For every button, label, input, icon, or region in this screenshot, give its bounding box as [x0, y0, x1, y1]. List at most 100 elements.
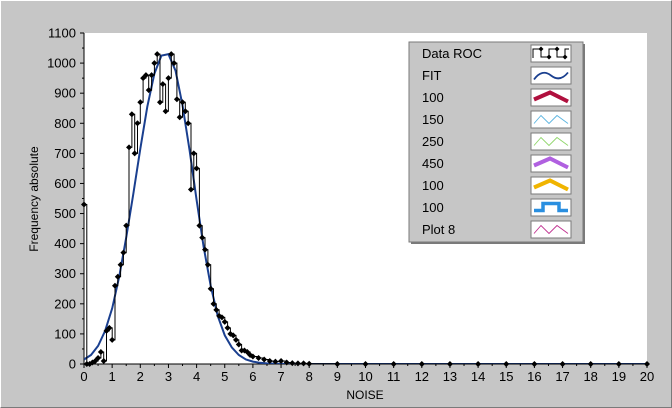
y-tick-label: 700: [54, 146, 76, 161]
data-roc-point: [173, 96, 180, 103]
data-roc-point: [278, 357, 285, 364]
data-roc-point: [266, 357, 273, 364]
y-tick-label: 900: [54, 86, 76, 101]
data-roc-point: [168, 51, 175, 58]
data-roc-point: [210, 300, 217, 307]
data-roc-point: [128, 111, 135, 118]
data-roc-point: [204, 261, 211, 268]
legend-line: [533, 178, 569, 192]
x-tick-label: 15: [499, 369, 513, 384]
legend-label: Plot 8: [422, 222, 455, 237]
x-tick-label: 13: [443, 369, 457, 384]
legend-line: [533, 90, 569, 104]
x-tick-label: 1: [109, 369, 116, 384]
data-roc-point: [109, 336, 116, 343]
legend-label: 450: [422, 156, 444, 171]
legend-item[interactable]: FIT: [422, 66, 572, 85]
data-roc-point: [145, 87, 152, 94]
data-roc-point: [157, 99, 164, 106]
data-roc-point: [142, 72, 149, 79]
data-roc-point: [249, 353, 256, 360]
data-roc-point: [120, 249, 127, 256]
x-tick-label: 5: [221, 369, 228, 384]
legend-label: 100: [422, 200, 444, 215]
data-roc-point: [111, 282, 118, 289]
data-roc-point: [81, 201, 87, 208]
data-roc-point: [531, 361, 538, 367]
legend-line: [533, 224, 569, 235]
legend-line: [534, 201, 568, 213]
legend-label: FIT: [422, 68, 442, 83]
data-roc-point: [334, 361, 341, 367]
x-tick-label: 17: [555, 369, 569, 384]
y-tick-label: 1000: [47, 56, 76, 71]
legend-label: 250: [422, 134, 444, 149]
legend-label: Data ROC: [422, 46, 482, 61]
data-roc-point: [154, 51, 161, 58]
x-tick-label: 4: [193, 369, 200, 384]
x-tick-label: 16: [527, 369, 541, 384]
legend-item[interactable]: 150: [422, 110, 572, 129]
data-roc-point: [117, 261, 124, 268]
data-roc-point: [131, 150, 138, 157]
legend-line: [533, 156, 569, 170]
legend-line: [533, 71, 569, 81]
legend-item[interactable]: 250: [422, 132, 572, 151]
data-roc-point: [176, 114, 183, 121]
data-roc-point: [503, 361, 510, 367]
legend[interactable]: Data ROC FIT 100 150 250 450 100 100 Plot 8: [408, 41, 585, 244]
legend-item[interactable]: Data ROC: [422, 44, 572, 63]
x-tick-label: 7: [277, 369, 284, 384]
legend-line: [532, 48, 569, 58]
data-roc-point: [390, 361, 397, 367]
data-roc-point: [272, 358, 279, 365]
data-roc-point: [106, 324, 113, 331]
data-roc-point: [151, 60, 158, 67]
data-roc-point: [213, 306, 220, 313]
data-roc-point: [615, 361, 622, 367]
y-tick-label: 100: [54, 326, 76, 341]
x-tick-label: 10: [358, 369, 372, 384]
data-roc-point: [294, 360, 301, 367]
legend-item[interactable]: 100: [422, 198, 572, 217]
data-roc-point: [114, 273, 121, 280]
data-roc-point: [137, 99, 144, 106]
y-tick-label: 0: [69, 357, 76, 372]
data-roc-point: [446, 361, 453, 367]
axes: 0 1 2 3 4 5 6 7 8 9 10 11 12 13 14 15 16 17 18 19 2001002003…: [47, 26, 654, 385]
data-roc-point: [255, 354, 262, 361]
x-tick-label: 6: [249, 369, 256, 384]
legend-item[interactable]: Plot 8: [422, 220, 572, 239]
data-roc-point: [134, 120, 141, 127]
legend-label: 100: [422, 90, 444, 105]
legend-label: 100: [422, 178, 444, 193]
y-tick-label: 400: [54, 236, 76, 251]
data-roc-point: [123, 222, 130, 229]
data-roc-point: [289, 360, 296, 367]
data-roc-point: [362, 361, 369, 367]
legend-swatch: [530, 198, 572, 217]
x-tick-label: 19: [612, 369, 626, 384]
y-tick-label: 300: [54, 266, 76, 281]
legend-item[interactable]: 100: [422, 176, 572, 195]
x-tick-label: 2: [137, 369, 144, 384]
x-tick-label: 18: [583, 369, 597, 384]
data-roc-point: [235, 341, 242, 348]
data-roc-point: [224, 324, 231, 331]
x-tick-label: 0: [80, 369, 87, 384]
y-tick-label: 800: [54, 116, 76, 131]
data-roc-point: [187, 186, 194, 193]
data-roc-point: [100, 357, 107, 364]
data-roc-point: [126, 144, 133, 151]
data-roc-point: [185, 120, 192, 127]
data-roc-point: [148, 72, 155, 79]
x-tick-label: 14: [471, 369, 485, 384]
legend-item[interactable]: 450: [422, 154, 572, 173]
legend-item[interactable]: 100: [422, 88, 572, 107]
y-axis-title: Frequency absolute: [27, 146, 41, 252]
data-roc-point: [162, 108, 169, 115]
x-tick-label: 11: [387, 369, 401, 384]
y-tick-label: 600: [54, 176, 76, 191]
y-tick-label: 500: [54, 206, 76, 221]
